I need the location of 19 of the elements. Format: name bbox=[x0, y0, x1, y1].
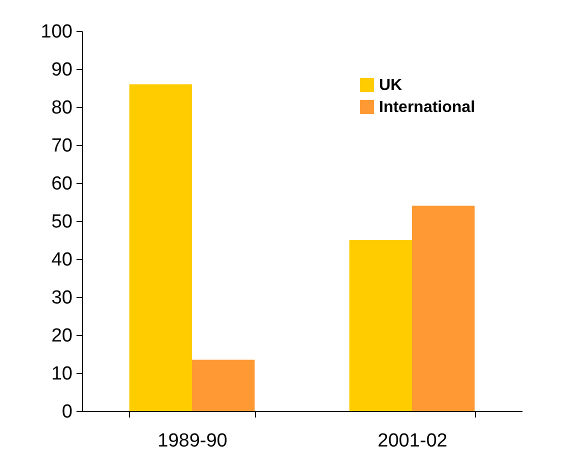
y-tick-label: 0 bbox=[62, 402, 72, 422]
legend-label: International bbox=[379, 99, 476, 116]
bar bbox=[129, 84, 192, 411]
y-tick-label: 90 bbox=[51, 60, 72, 80]
legend-label: UK bbox=[379, 77, 403, 94]
bar bbox=[192, 360, 255, 411]
x-tick-label: 2001-02 bbox=[378, 430, 448, 452]
y-tick-label: 60 bbox=[51, 174, 72, 194]
y-tick-label: 80 bbox=[51, 98, 72, 118]
y-tick-label: 20 bbox=[51, 326, 72, 346]
bar bbox=[412, 206, 475, 411]
y-tick-label: 50 bbox=[51, 212, 72, 232]
y-tick-label: 30 bbox=[51, 288, 72, 308]
y-tick-label: 10 bbox=[51, 364, 72, 384]
bar bbox=[349, 240, 412, 411]
y-tick-label: 40 bbox=[51, 250, 72, 270]
y-tick-label: 100 bbox=[40, 22, 72, 42]
x-tick-label: 1989-90 bbox=[158, 430, 228, 452]
y-tick-label: 70 bbox=[51, 136, 72, 156]
